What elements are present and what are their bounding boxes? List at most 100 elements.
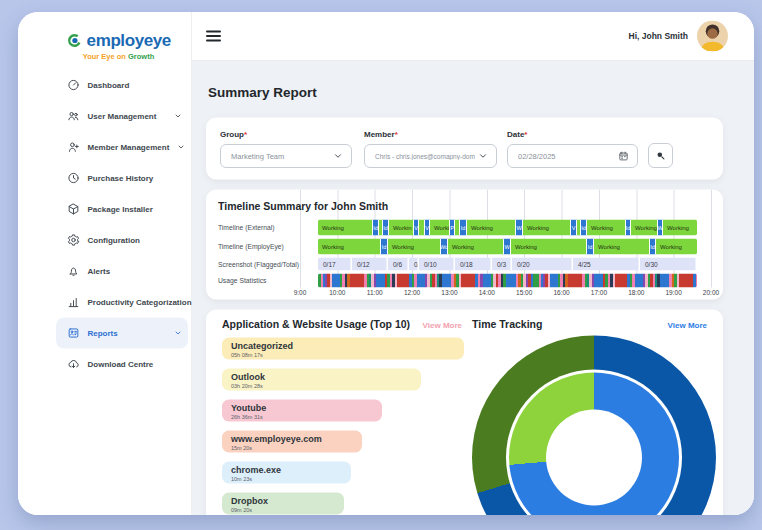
idle-segment: Wo	[440, 239, 448, 255]
date-input[interactable]: 02/28/2025	[507, 144, 638, 168]
sidebar-item-configuration[interactable]: Configuration	[56, 225, 188, 256]
users-icon	[67, 110, 80, 123]
date-label: Date*	[507, 130, 638, 139]
chevron-down-icon	[174, 112, 182, 120]
search-button[interactable]	[648, 143, 673, 168]
usage-stripe	[397, 274, 409, 288]
screenshot-segment: 0/1	[409, 258, 419, 271]
screenshot-segment: 4/25	[573, 258, 640, 271]
idle-segment: Id	[372, 220, 379, 236]
idle-segment: Id	[382, 220, 389, 236]
working-segment: Working	[388, 239, 440, 255]
app-usage-bar-outlook: Outlook03h 20m 28s	[222, 369, 421, 391]
timeline-bar: 0/170/120/60/10/100/180/30/204/250/30	[318, 258, 697, 271]
app-usage-bar-dropbox: Dropbox09m 20s	[222, 493, 344, 515]
usage-stripe	[442, 274, 451, 288]
greeting-text: Hi, John Smith	[629, 31, 689, 41]
time-tracking-donut-chart	[472, 336, 716, 516]
axis-hour-label: 16:00	[547, 289, 577, 297]
working-segment: Workin	[389, 220, 413, 236]
axis-hour-label: 14:00	[472, 289, 502, 297]
usage-stripe	[376, 274, 385, 288]
timeline-rows: Timeline (External)WorkingIdIdWorkinVVWo…	[218, 220, 711, 288]
bell-icon	[67, 265, 80, 278]
usage-stripe	[350, 274, 364, 288]
menu-icon[interactable]	[206, 31, 221, 42]
working-segment: Working	[467, 220, 515, 236]
axis-hour-label: 15:00	[509, 289, 539, 297]
time-tracking-title: Time Tracking	[472, 318, 542, 331]
app-window: employeye Your Eye on Growth DashboardUs…	[18, 12, 754, 515]
app-usage-view-more-link[interactable]: View More	[423, 321, 462, 330]
working-segment: Working	[318, 220, 372, 236]
sidebar-item-member-management[interactable]: Member Management	[56, 132, 188, 163]
idle-segment: Id	[459, 220, 467, 236]
axis-hour-label: 9:00	[285, 289, 315, 297]
working-segment: Working	[587, 220, 625, 236]
screenshot-segment: 0/20	[512, 258, 573, 271]
timeline-bar: WorkingIdWorkingWoWorkingWWorkingIdWorki…	[318, 239, 697, 255]
sidebar-item-package-installer[interactable]: Package Installer	[56, 194, 188, 225]
dashboard-icon	[67, 79, 80, 92]
app-usage-bar-www-employeye-com: www.employeye.com15m 20s	[222, 431, 362, 453]
sidebar-item-dashboard[interactable]: Dashboard	[56, 70, 188, 101]
member-label: Member*	[364, 130, 497, 139]
app-usage-bar-youtube: Youtube26h 36m 31s	[222, 400, 382, 422]
app-usage-bar-uncategorized: Uncategorized05h 08m 17s	[222, 338, 464, 360]
timeline-row-label: Timeline (External)	[218, 220, 300, 236]
sidebar-item-download-centre[interactable]: Download Centre	[56, 349, 188, 380]
axis-hour-label: 17:00	[584, 289, 614, 297]
idle-segment: W	[515, 220, 523, 236]
timeline-bar	[318, 274, 697, 288]
timeline-row-label: Screenshot (Flagged/Total)	[218, 258, 300, 271]
logo-eye-icon	[66, 32, 83, 49]
usage-stripe	[568, 274, 582, 288]
timeline-row-label: Usage Statistics	[218, 274, 300, 288]
timeline-bar: WorkingIdIdWorkinVVWorkiPIdWorkingWWorki…	[318, 220, 697, 236]
package-icon	[67, 203, 80, 216]
usage-stripe	[332, 274, 340, 288]
chevron-down-icon	[478, 151, 488, 161]
idle-segment: Id	[380, 239, 388, 255]
idle-segment: Id	[580, 220, 587, 236]
sidebar-item-user-management[interactable]: User Management	[56, 101, 188, 132]
axis-hour-label: 20:00	[696, 289, 723, 297]
chevron-down-icon	[174, 329, 182, 337]
app-usage-title: Application & Website Usage (Top 10)	[222, 318, 410, 331]
brand-name: employeye	[87, 31, 171, 51]
time-tracking-view-more-link[interactable]: View More	[668, 321, 707, 330]
group-select[interactable]: Marketing Team	[220, 144, 352, 168]
working-segment: Working	[448, 239, 503, 255]
screenshot-segment: 0/10	[419, 258, 455, 271]
sidebar-item-productivity-categorization[interactable]: Productivity Categorization	[56, 287, 188, 318]
timeline-row-label: Timeline (EmployEye)	[218, 239, 300, 255]
avatar	[697, 21, 728, 52]
axis-hour-label: 10:00	[322, 289, 352, 297]
usage-stripe	[506, 274, 516, 288]
working-segment: Working	[523, 220, 570, 236]
usage-stripe	[635, 274, 643, 288]
screenshot-segment: 0/12	[352, 258, 388, 271]
idle-segment: W	[503, 239, 511, 255]
bar-chart-icon	[67, 296, 80, 309]
axis-hour-label: 11:00	[360, 289, 390, 297]
search-icon	[655, 150, 666, 161]
main-content: Summary Report Group* Marketing Team Mem…	[192, 61, 754, 515]
axis-hour-label: 18:00	[621, 289, 651, 297]
logo: employeye Your Eye on Growth	[18, 12, 191, 60]
sidebar-item-alerts[interactable]: Alerts	[56, 256, 188, 287]
cloud-download-icon	[67, 358, 80, 371]
usage-stripe	[550, 274, 558, 288]
sidebar-item-purchase-history[interactable]: Purchase History	[56, 163, 188, 194]
member-select[interactable]: Chris - chris.jones@comapny-dom...	[364, 144, 497, 168]
timeline-axis: 9:0010:0011:0012:0013:0014:0015:0016:001…	[300, 288, 711, 300]
sidebar-item-reports[interactable]: Reports	[56, 318, 188, 349]
axis-hour-label: 13:00	[434, 289, 464, 297]
timeline-summary-card: Timeline Summary for John Smith Timeline…	[206, 190, 723, 300]
idle-segment: V	[570, 220, 577, 236]
usage-stripe	[660, 274, 669, 288]
user-box[interactable]: Hi, John Smith	[629, 21, 729, 52]
history-icon	[67, 172, 80, 185]
screenshot-segment: 0/17	[318, 258, 352, 271]
chevron-down-icon	[333, 151, 343, 161]
